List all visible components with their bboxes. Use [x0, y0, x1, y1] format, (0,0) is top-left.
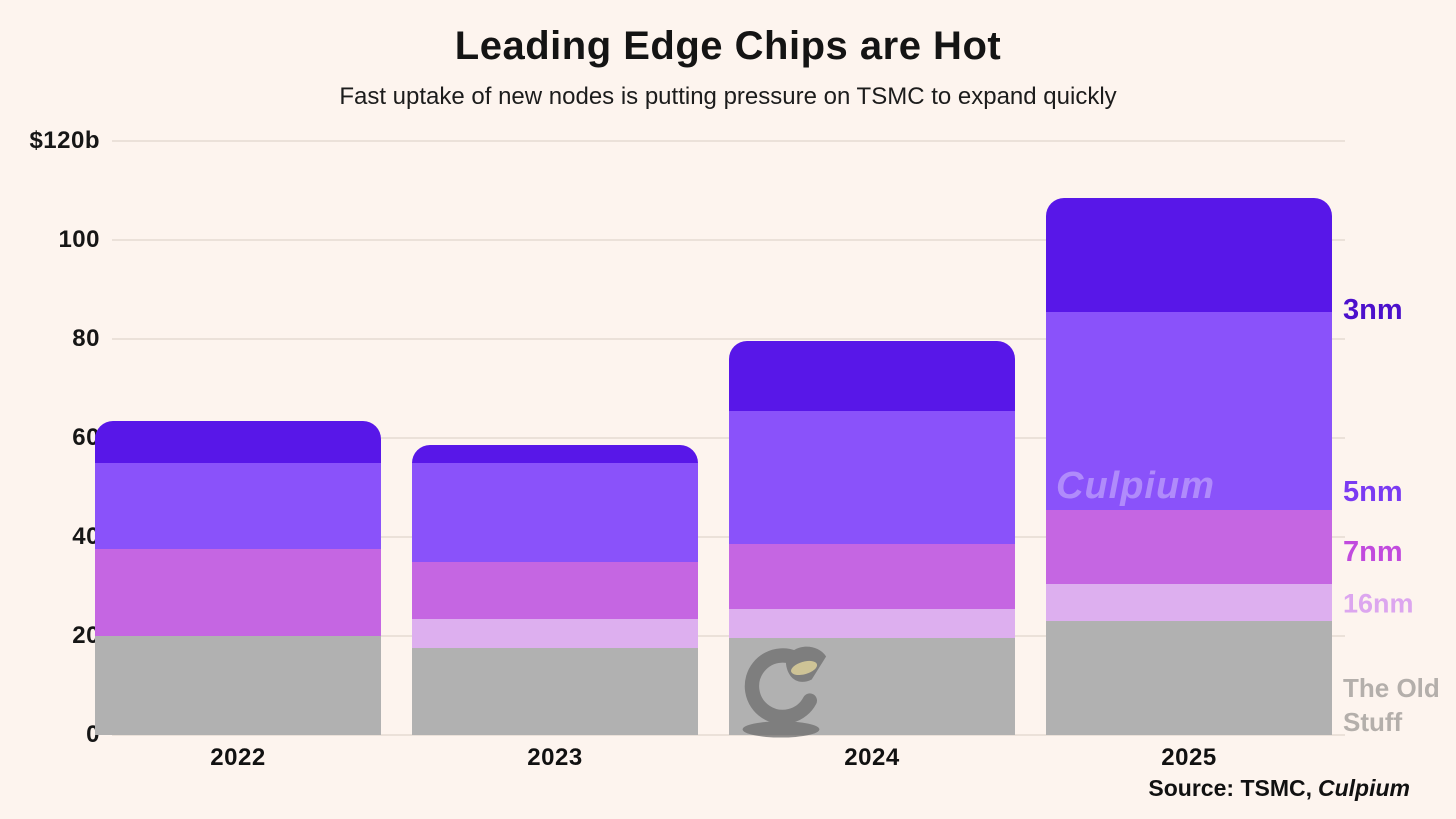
gridline-80	[112, 338, 1345, 340]
gridline-40	[112, 536, 1345, 538]
legend-label-3nm: 3nm	[1343, 294, 1403, 327]
bar-segment-2022-7nm	[95, 549, 381, 636]
y-axis-tick-80: 80	[72, 325, 100, 352]
bar-segment-2023-3nm	[412, 445, 698, 463]
bar-segment-2023-16nm	[412, 618, 698, 649]
bar-segment-2022-3nm	[95, 420, 381, 463]
legend-label-The Old Stuff: The Old Stuff	[1343, 673, 1440, 737]
y-axis-tick-40: 40	[72, 523, 100, 550]
x-axis-label-2022: 2022	[210, 744, 266, 771]
bar-segment-2025-5nm	[1046, 311, 1332, 510]
bar-segment-2024-3nm	[729, 341, 1015, 411]
y-axis-tick-20: 20	[72, 622, 100, 649]
bar-segment-2023-5nm	[412, 462, 698, 562]
chart-title: Leading Edge Chips are Hot	[454, 24, 1002, 68]
y-axis-tick-60: 60	[72, 424, 100, 451]
bar-segment-2022-The Old Stuff	[95, 636, 381, 735]
y-axis-tick-120: $120b	[29, 127, 100, 154]
gridline-20	[112, 635, 1345, 637]
y-axis-tick-100: 100	[58, 226, 100, 253]
source-caption: Source: TSMC, Culpium	[1148, 775, 1410, 802]
x-axis-label-2023: 2023	[527, 744, 583, 771]
source-brand: Culpium	[1318, 775, 1410, 801]
bar-segment-2024-5nm	[729, 410, 1015, 545]
y-axis-tick-0: 0	[86, 721, 100, 748]
legend-label-5nm: 5nm	[1343, 476, 1403, 509]
bar-segment-2023-7nm	[412, 561, 698, 619]
bar-segment-2024-The Old Stuff	[729, 638, 1015, 735]
bar-segment-2024-16nm	[729, 608, 1015, 639]
gridline-120	[112, 140, 1345, 142]
x-axis-label-2025: 2025	[1161, 744, 1217, 771]
x-axis-label-2024: 2024	[844, 744, 900, 771]
legend-label-7nm: 7nm	[1343, 536, 1403, 569]
bar-segment-2025-The Old Stuff	[1046, 621, 1332, 735]
bar-segment-2025-7nm	[1046, 509, 1332, 585]
bar-segment-2023-The Old Stuff	[412, 648, 698, 735]
bar-segment-2025-3nm	[1046, 197, 1332, 312]
bar-segment-2025-16nm	[1046, 584, 1332, 622]
legend-label-16nm: 16nm	[1343, 588, 1414, 619]
gridline-100	[112, 239, 1345, 241]
source-prefix: Source: TSMC,	[1148, 775, 1312, 801]
gridline-0	[112, 734, 1345, 736]
bar-segment-2024-7nm	[729, 544, 1015, 609]
chart-subtitle: Fast uptake of new nodes is putting pres…	[339, 83, 1117, 110]
bar-segment-2022-5nm	[95, 462, 381, 550]
gridline-60	[112, 437, 1345, 439]
